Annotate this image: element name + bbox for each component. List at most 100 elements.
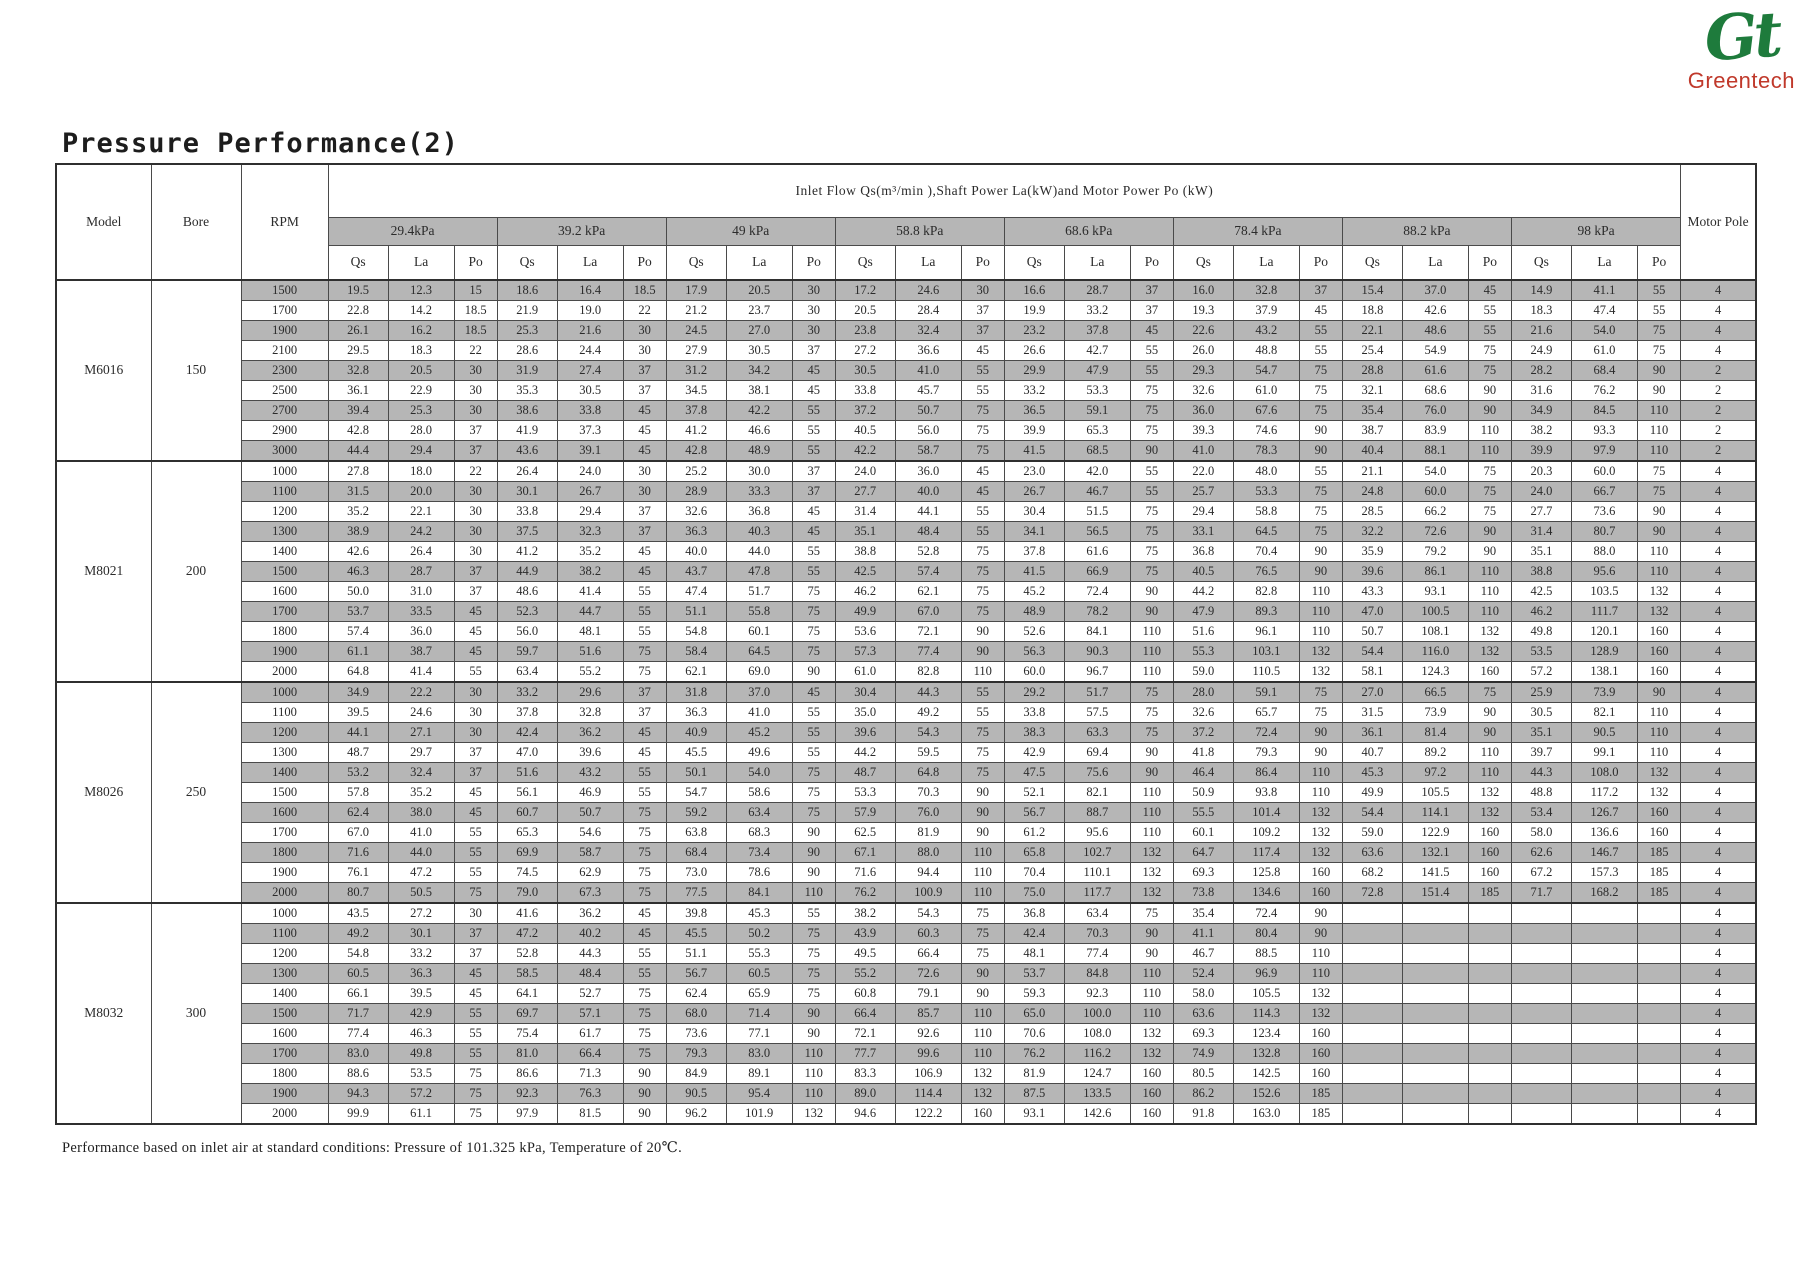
data-cell: 110.1 (1063, 862, 1131, 883)
data-cell: 37.2 (834, 400, 896, 421)
data-cell: 75 (1129, 400, 1174, 421)
data-cell: 49.5 (834, 943, 896, 964)
data-cell: 117.2 (1570, 782, 1638, 803)
data-cell: 77.1 (725, 1023, 793, 1044)
data-cell: 21.6 (1510, 320, 1572, 341)
data-cell: 54.9 (1401, 340, 1469, 361)
data-cell (1401, 1063, 1469, 1084)
data-cell: 63.4 (496, 661, 558, 683)
data-cell: 55.8 (725, 601, 793, 622)
rpm-cell: 1800 (240, 621, 329, 642)
data-cell: 35.0 (834, 702, 896, 723)
subcolumn-header-qs: Qs (496, 245, 558, 281)
data-cell: 90 (1298, 440, 1343, 462)
data-cell: 55.2 (556, 661, 624, 683)
data-cell: 55.3 (1172, 641, 1234, 662)
data-cell: 94.4 (894, 862, 962, 883)
data-cell: 22 (622, 300, 667, 321)
subcolumn-header-qs: Qs (1172, 245, 1234, 281)
data-cell: 62.4 (327, 802, 389, 823)
data-cell: 23.0 (1003, 460, 1065, 482)
data-cell: 75 (1298, 521, 1343, 542)
data-cell: 80.7 (1570, 521, 1638, 542)
data-cell: 75 (453, 1103, 498, 1125)
subcolumn-header-la: La (1570, 245, 1638, 281)
data-cell: 33.1 (1172, 521, 1234, 542)
data-cell: 66.7 (1570, 481, 1638, 502)
logo-wordmark: Greentech (1687, 68, 1795, 93)
data-cell: 83.0 (327, 1043, 389, 1064)
data-cell: 65.3 (496, 822, 558, 843)
data-cell: 79.3 (1232, 742, 1300, 763)
data-cell: 31.4 (834, 501, 896, 522)
data-cell: 72.1 (834, 1023, 896, 1044)
table-row: 1200 35.2 22.1 30 33.8 29.4 37 32.6 36.8 45 31.4 44… (56, 501, 1757, 522)
data-cell: 75 (791, 983, 836, 1004)
data-cell: 110 (1467, 420, 1512, 441)
data-cell: 67.0 (327, 822, 389, 843)
data-cell: 89.0 (834, 1083, 896, 1104)
data-cell (1636, 1023, 1682, 1044)
data-cell: 84.1 (725, 882, 793, 904)
data-cell: 31.0 (387, 581, 455, 602)
data-cell: 31.5 (1341, 702, 1403, 723)
data-cell (1570, 1003, 1638, 1024)
data-cell: 45 (1129, 320, 1174, 341)
rpm-cell: 1900 (240, 641, 329, 662)
data-cell: 50.9 (1172, 782, 1234, 803)
data-cell: 55 (791, 902, 836, 924)
data-cell: 87.5 (1003, 1083, 1065, 1104)
data-cell: 24.6 (387, 702, 455, 723)
data-cell: 160 (1636, 802, 1682, 823)
table-row: 2900 42.8 28.0 37 41.9 37.3 45 41.2 46.6 55 40.5 56… (56, 420, 1757, 441)
data-cell: 160 (960, 1103, 1005, 1125)
data-cell: 77.4 (894, 641, 962, 662)
data-cell: 41.1 (1172, 923, 1234, 944)
data-cell: 33.8 (834, 380, 896, 401)
data-cell: 23.2 (1003, 320, 1065, 341)
data-cell: 42.0 (1063, 460, 1131, 482)
data-cell: 20.5 (834, 300, 896, 321)
data-cell: 37 (453, 420, 498, 441)
data-cell: 54.3 (894, 902, 962, 924)
data-cell: 110 (1636, 702, 1682, 723)
data-cell: 34.5 (665, 380, 727, 401)
data-cell: 70.4 (1232, 541, 1300, 562)
data-cell: 160 (1129, 1063, 1174, 1084)
data-cell: 97.9 (1570, 440, 1638, 462)
data-cell: 185 (1636, 842, 1682, 863)
data-cell (1401, 983, 1469, 1004)
data-cell: 132 (1129, 1023, 1174, 1044)
data-cell: 73.4 (725, 842, 793, 863)
data-cell: 76.3 (556, 1083, 624, 1104)
data-cell: 47.5 (1003, 762, 1065, 783)
data-cell: 45 (453, 641, 498, 662)
data-cell: 32.2 (1341, 521, 1403, 542)
data-cell: 57.8 (327, 782, 389, 803)
table-row: 1900 26.1 16.2 18.5 25.3 21.6 30 24.5 27.0 30 23.8… (56, 320, 1757, 341)
rpm-cell: 3000 (240, 440, 329, 462)
data-cell: 36.3 (665, 702, 727, 723)
motor-pole-cell: 4 (1680, 943, 1757, 964)
data-cell: 33.3 (725, 481, 793, 502)
data-cell (1467, 1023, 1512, 1044)
data-cell: 67.1 (834, 842, 896, 863)
data-cell: 81.5 (556, 1103, 624, 1125)
data-cell: 132 (1129, 862, 1174, 883)
data-cell: 47.9 (1172, 601, 1234, 622)
data-cell: 30 (453, 400, 498, 421)
table-row: 1400 42.6 26.4 30 41.2 35.2 45 40.0 44.0 55 38.8 52… (56, 541, 1757, 562)
data-cell: 58.0 (1510, 822, 1572, 843)
data-cell: 40.7 (1341, 742, 1403, 763)
data-cell: 75 (960, 722, 1005, 743)
data-cell (1636, 1043, 1682, 1064)
data-cell: 45.3 (725, 902, 793, 924)
data-cell: 30 (791, 320, 836, 341)
motor-pole-cell: 4 (1680, 641, 1757, 662)
subcolumn-header-qs: Qs (327, 245, 389, 281)
data-cell: 45 (453, 621, 498, 642)
data-cell: 60.5 (725, 963, 793, 984)
table-row: 1700 22.8 14.2 18.5 21.9 19.0 22 21.2 23.7 30 20.5… (56, 300, 1757, 321)
data-cell: 61.0 (1570, 340, 1638, 361)
data-cell: 132 (1636, 762, 1682, 783)
